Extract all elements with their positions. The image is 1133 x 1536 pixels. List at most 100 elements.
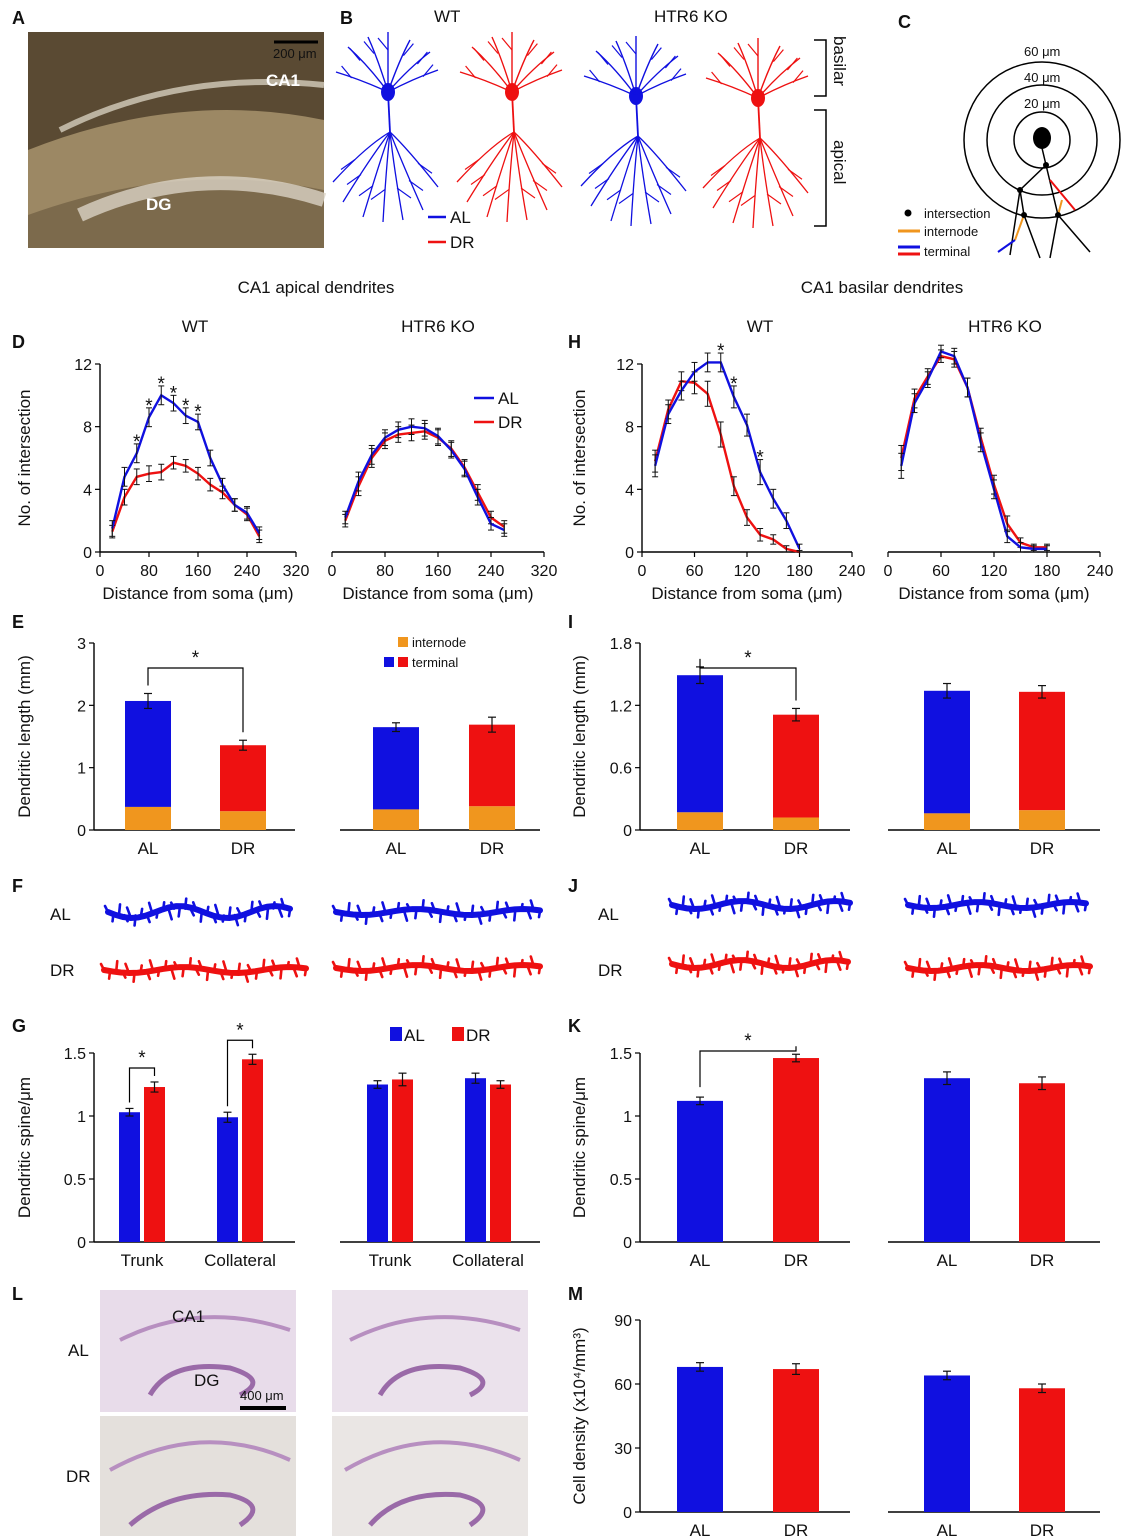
dendrite-spine — [107, 969, 112, 980]
error-bar — [239, 739, 247, 751]
dendrite-branch — [664, 55, 676, 69]
dendrite-spine — [280, 897, 286, 911]
x-tick-label: 240 — [234, 563, 261, 580]
dendrite-spine — [782, 906, 787, 915]
line-chart-h-wt: 0 4 8 12 No. of intersection 0 60 120 180 240 Dist… — [570, 317, 865, 603]
dendrite-spine — [838, 950, 844, 964]
error-bar — [1038, 684, 1046, 699]
dendrite-spine — [1077, 964, 1084, 976]
dendrite-branch — [346, 174, 362, 185]
error-bar — [1038, 1383, 1046, 1394]
dendrite-spine — [125, 906, 132, 917]
dendrite-spine — [696, 965, 700, 978]
y-tick-label: 0 — [83, 545, 92, 562]
dendrite-spine — [114, 959, 119, 973]
error-bar — [121, 466, 128, 487]
dendrite-spine — [155, 910, 159, 919]
y-tick-label: 12 — [74, 357, 92, 374]
dendrite-spine — [377, 911, 384, 923]
dendrite-spine — [414, 908, 418, 920]
dendrite-shaft — [905, 898, 1089, 911]
bar-al — [677, 1366, 723, 1512]
dendrite-spine — [750, 960, 757, 970]
error-bar — [938, 344, 944, 359]
y-tick-label: 3 — [77, 636, 86, 653]
dendrite-spine — [710, 953, 716, 966]
dendrite-segment — [331, 899, 543, 926]
y-tick-label: 1 — [77, 1109, 86, 1126]
dendrite-spine — [739, 901, 744, 912]
dendrite-spine — [243, 970, 250, 983]
significance-star: * — [744, 1031, 752, 1052]
panel-b-apical-label: apical — [830, 140, 849, 184]
dendrite-spine — [396, 901, 401, 913]
x-tick-label: 240 — [478, 563, 505, 580]
legend-al-label: AL — [498, 389, 519, 408]
dendrite-spine — [903, 897, 910, 907]
dendrite-spine — [230, 970, 234, 980]
bar-al-trunk — [119, 1112, 140, 1242]
panel-c-sholl-diagram — [898, 61, 1121, 259]
dendrite-spine — [1005, 961, 1010, 970]
y-tick-label: 8 — [625, 420, 634, 437]
basal-dendrite — [511, 51, 555, 93]
x-tick-label: 60 — [932, 563, 950, 580]
bar-internode-al — [677, 812, 723, 830]
dendrite-spine — [686, 905, 693, 915]
y-axis-label: Dendritic spine/μm — [15, 1077, 34, 1218]
error-bar — [435, 427, 441, 445]
significance-star: * — [194, 402, 202, 423]
dendrite-spine — [353, 968, 359, 977]
dendrite-spine — [789, 898, 793, 909]
dendrite-spine — [675, 904, 679, 916]
dendrite-spine — [222, 960, 228, 973]
bar-al-collateral — [217, 1117, 238, 1242]
significance-bracket — [226, 1039, 254, 1107]
dendrite-spine — [537, 965, 542, 975]
panel-label-f: F — [12, 876, 23, 896]
panel-f-dr-label: DR — [50, 961, 75, 980]
dendrite-spine — [205, 905, 210, 915]
error-bar — [501, 523, 508, 537]
dendrite-spine — [177, 907, 181, 918]
error-bar — [943, 1370, 951, 1381]
apical-dendrite — [513, 131, 563, 188]
dendrite-spine — [520, 902, 524, 912]
error-bar — [223, 1111, 232, 1123]
dendrite-spine — [840, 891, 846, 905]
dendrite-spine — [1009, 904, 1015, 916]
dendrite-branch — [733, 47, 745, 60]
series-line-dr — [111, 461, 261, 537]
dendrite-spine — [364, 912, 369, 926]
dendrite-branch — [358, 185, 374, 197]
y-tick-label: 2 — [77, 698, 86, 715]
apical-dendrite — [702, 137, 761, 189]
significance-star: * — [182, 396, 190, 417]
dendrite-branch — [482, 185, 498, 197]
x-tick-label: 0 — [638, 563, 647, 580]
dendrite-branch — [747, 43, 759, 57]
dendrite-spine — [211, 912, 218, 924]
y-axis-label: Cell density (x10⁴/mm³) — [570, 1327, 589, 1504]
panel-label-j: J — [568, 876, 578, 896]
dendrite-shaft — [333, 905, 543, 918]
dendrite-spine — [512, 965, 517, 978]
dendrite-spine — [1073, 901, 1080, 913]
y-tick-label: 1.8 — [610, 636, 632, 653]
dendrite-spine — [923, 968, 929, 977]
dendrite-spine — [836, 960, 842, 971]
x-category-label: AL — [386, 839, 407, 858]
dendrite-spine — [250, 900, 254, 914]
apical-dendrite — [752, 137, 761, 229]
dendrite-branch — [766, 193, 782, 205]
panel-l-ca1-label: CA1 — [172, 1307, 205, 1326]
dendrite-spine — [917, 894, 922, 908]
dendrite-branch — [665, 166, 681, 178]
basal-dendrite — [387, 39, 411, 93]
dendrite-spine — [717, 962, 722, 971]
error-bar — [783, 545, 790, 553]
error-bar — [488, 517, 494, 531]
panel-a-dg-label: DG — [146, 195, 172, 214]
error-bar — [792, 1363, 800, 1376]
error-bar — [678, 380, 685, 401]
